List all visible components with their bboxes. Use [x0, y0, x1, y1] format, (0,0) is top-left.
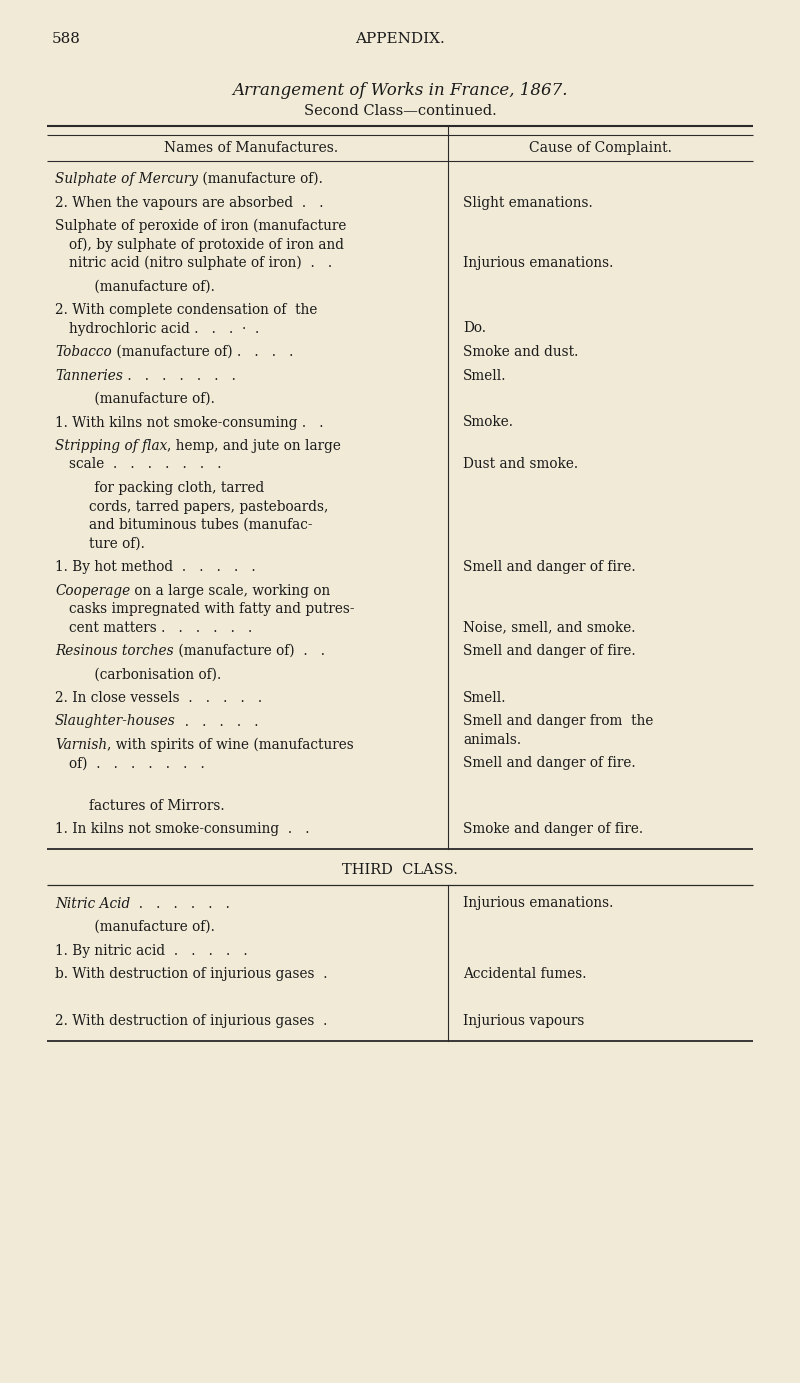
Text: Smoke.: Smoke. — [463, 415, 514, 430]
Text: (manufacture of).: (manufacture of). — [90, 279, 215, 293]
Text: Smell and danger of fire.: Smell and danger of fire. — [463, 644, 636, 658]
Text: 1. By nitric acid  .   .   .   .   .: 1. By nitric acid . . . . . — [55, 943, 248, 957]
Text: nitric acid (nitro sulphate of iron)  .   .: nitric acid (nitro sulphate of iron) . . — [70, 256, 333, 271]
Text: (manufacture of).: (manufacture of). — [198, 171, 323, 185]
Text: Slight emanations.: Slight emanations. — [463, 195, 593, 209]
Text: Varnish: Varnish — [55, 739, 107, 752]
Text: .   .   .   .   .   .: . . . . . . — [130, 896, 230, 910]
Text: Sulphate of Mercury: Sulphate of Mercury — [55, 171, 198, 185]
Text: factures of Mirrors.: factures of Mirrors. — [89, 798, 224, 812]
Text: .   .   .   .   .: . . . . . — [176, 715, 258, 729]
Text: Smell.: Smell. — [463, 692, 506, 705]
Text: Resinous torches: Resinous torches — [55, 644, 174, 658]
Text: 2. With destruction of injurious gases  .: 2. With destruction of injurious gases . — [55, 1014, 327, 1028]
Text: 2. When the vapours are absorbed  .   .: 2. When the vapours are absorbed . . — [55, 195, 323, 209]
Text: Accidental fumes.: Accidental fumes. — [463, 967, 586, 981]
Text: 1. In kilns not smoke-consuming  .   .: 1. In kilns not smoke-consuming . . — [55, 822, 310, 835]
Text: Stripping of flax: Stripping of flax — [55, 438, 167, 454]
Text: 2. In close vessels  .   .   .   .   .: 2. In close vessels . . . . . — [55, 692, 262, 705]
Text: Smoke and danger of fire.: Smoke and danger of fire. — [463, 822, 643, 835]
Text: Smell and danger of fire.: Smell and danger of fire. — [463, 757, 636, 770]
Text: for packing cloth, tarred: for packing cloth, tarred — [90, 481, 264, 495]
Text: cent matters .   .   .   .   .   .: cent matters . . . . . . — [70, 621, 253, 635]
Text: Tobacco: Tobacco — [55, 344, 112, 360]
Text: (manufacture of).: (manufacture of). — [90, 920, 215, 934]
Text: APPENDIX.: APPENDIX. — [355, 32, 445, 46]
Text: 1. By hot method  .   .   .   .   .: 1. By hot method . . . . . — [55, 560, 256, 574]
Text: b. With destruction of injurious gases  .: b. With destruction of injurious gases . — [55, 967, 327, 981]
Text: on a large scale, working on: on a large scale, working on — [130, 584, 330, 597]
Text: Injurious emanations.: Injurious emanations. — [463, 256, 614, 270]
Text: Tanneries: Tanneries — [55, 368, 123, 383]
Text: Smell and danger of fire.: Smell and danger of fire. — [463, 560, 636, 574]
Text: , hemp, and jute on large: , hemp, and jute on large — [167, 438, 341, 454]
Text: animals.: animals. — [463, 733, 521, 747]
Text: Injurious emanations.: Injurious emanations. — [463, 896, 614, 910]
Text: .   .   .   .   .   .   .: . . . . . . . — [123, 368, 236, 383]
Text: Dust and smoke.: Dust and smoke. — [463, 458, 578, 472]
Text: (manufacture of).: (manufacture of). — [90, 391, 215, 407]
Text: Do.: Do. — [463, 321, 486, 336]
Text: Smell.: Smell. — [463, 368, 506, 383]
Text: hydrochloric acid .   .   .  ·  .: hydrochloric acid . . . · . — [70, 321, 260, 336]
Text: Cooperage: Cooperage — [55, 584, 130, 597]
Text: (manufacture of) .   .   .   .: (manufacture of) . . . . — [112, 344, 293, 360]
Text: THIRD  CLASS.: THIRD CLASS. — [342, 863, 458, 877]
Text: Injurious vapours: Injurious vapours — [463, 1014, 584, 1028]
Text: 2. With complete condensation of  the: 2. With complete condensation of the — [55, 303, 318, 317]
Text: Second Class—continued.: Second Class—continued. — [304, 104, 496, 118]
Text: Names of Manufactures.: Names of Manufactures. — [165, 141, 338, 155]
Text: of)  .   .   .   .   .   .   .: of) . . . . . . . — [70, 757, 205, 770]
Text: Slaughter-houses: Slaughter-houses — [55, 715, 176, 729]
Text: , with spirits of wine (manufactures: , with spirits of wine (manufactures — [107, 739, 354, 752]
Text: Nitric Acid: Nitric Acid — [55, 896, 130, 910]
Text: ture of).: ture of). — [89, 537, 145, 550]
Text: Smoke and dust.: Smoke and dust. — [463, 344, 578, 360]
Text: cords, tarred papers, pasteboards,: cords, tarred papers, pasteboards, — [89, 499, 328, 513]
Text: scale  .   .   .   .   .   .   .: scale . . . . . . . — [70, 458, 222, 472]
Text: Arrangement of Works in France, 1867.: Arrangement of Works in France, 1867. — [232, 82, 568, 100]
Text: casks impregnated with fatty and putres-: casks impregnated with fatty and putres- — [70, 602, 355, 615]
Text: (manufacture of)  .   .: (manufacture of) . . — [174, 644, 325, 658]
Text: 1. With kilns not smoke-consuming .   .: 1. With kilns not smoke-consuming . . — [55, 415, 323, 430]
Text: 588: 588 — [52, 32, 81, 46]
Text: (carbonisation of).: (carbonisation of). — [90, 668, 222, 682]
Text: of), by sulphate of protoxide of iron and: of), by sulphate of protoxide of iron an… — [70, 238, 344, 252]
Text: and bituminous tubes (manufac-: and bituminous tubes (manufac- — [89, 519, 312, 532]
Text: Cause of Complaint.: Cause of Complaint. — [529, 141, 672, 155]
Text: Smell and danger from  the: Smell and danger from the — [463, 715, 654, 729]
Text: Sulphate of peroxide of iron (manufacture: Sulphate of peroxide of iron (manufactur… — [55, 219, 346, 234]
Text: Noise, smell, and smoke.: Noise, smell, and smoke. — [463, 621, 635, 635]
